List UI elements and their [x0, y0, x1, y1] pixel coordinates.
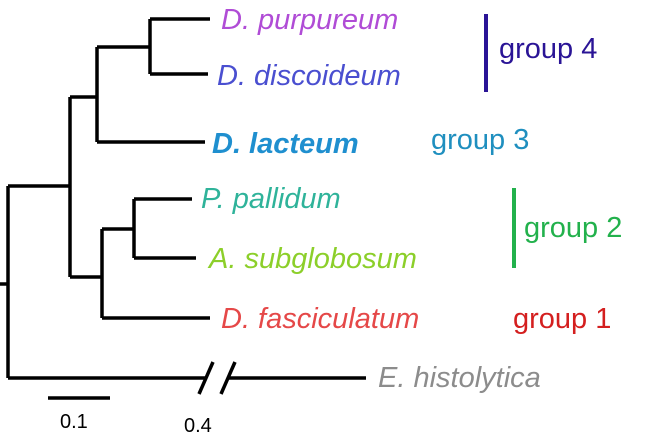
taxon-label-pallidum: P. pallidum: [201, 183, 341, 215]
scale-bar-label: 0.1: [60, 411, 88, 433]
group2-label: group 2: [524, 212, 622, 244]
taxon-label-fasciculatum: D. fasciculatum: [221, 303, 419, 335]
taxon-label-purpureum: D. purpureum: [221, 4, 398, 36]
taxon-label-subglobosum: A. subglobosum: [207, 243, 417, 275]
group1-label: group 1: [513, 303, 611, 335]
taxon-label-histolytica: E. histolytica: [378, 362, 541, 394]
group4-label: group 4: [499, 33, 597, 65]
tree-branches: [0, 17, 366, 400]
taxon-label-lacteum: D. lacteum: [212, 128, 359, 160]
group3-label: group 3: [431, 124, 529, 156]
break-mark-right: [219, 361, 237, 395]
taxon-label-discoideum: D. discoideum: [217, 60, 401, 92]
break-mark-left: [197, 361, 215, 395]
break-label: 0.4: [184, 415, 212, 437]
